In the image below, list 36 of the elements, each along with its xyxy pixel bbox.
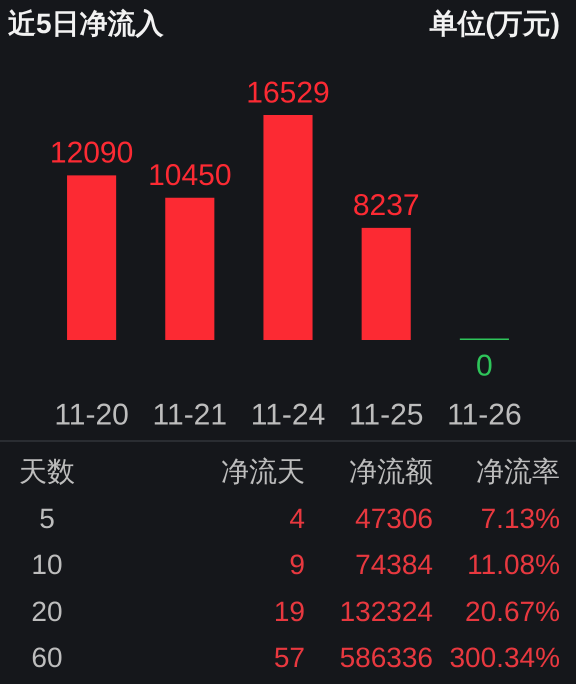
category-label: 天数 xyxy=(19,455,75,489)
x-tick-label: 11-20 xyxy=(54,398,129,432)
x-tick-label: 11-24 xyxy=(250,398,326,432)
text: 47306 xyxy=(355,502,433,536)
data-label: 12090 xyxy=(50,136,134,170)
text: 20 xyxy=(31,594,63,628)
text: 10 xyxy=(31,548,63,582)
bar xyxy=(67,175,116,340)
text: 5 xyxy=(39,502,55,536)
bar xyxy=(263,115,313,340)
bar xyxy=(362,228,411,340)
category-label: 净流率 xyxy=(476,455,560,489)
text: 20.67% xyxy=(465,594,560,628)
text: 7.13% xyxy=(480,502,560,536)
chart-title: 近5日净流入 xyxy=(8,7,164,41)
category-label: 净流额 xyxy=(349,455,433,489)
x-tick-label: 11-26 xyxy=(447,398,522,432)
text: 11.08% xyxy=(467,548,560,582)
category-label: 净流天 xyxy=(221,455,305,489)
bar xyxy=(165,198,214,340)
data-label: 16529 xyxy=(246,76,330,110)
y-axis-title: 单位(万元) xyxy=(429,7,560,41)
text: 19 xyxy=(274,594,305,628)
text: 586336 xyxy=(340,641,433,675)
text: 57 xyxy=(274,641,305,675)
text: 9 xyxy=(289,548,305,582)
data-label: 0 xyxy=(476,349,493,382)
text: 74384 xyxy=(355,548,433,582)
text: 132324 xyxy=(340,594,433,628)
text: 60 xyxy=(31,641,63,675)
text: 4 xyxy=(289,502,305,536)
data-label: 10450 xyxy=(148,159,232,192)
x-tick-label: 11-21 xyxy=(152,398,228,432)
text: 300.34% xyxy=(449,641,560,675)
x-tick-label: 11-25 xyxy=(348,398,424,432)
data-label: 8237 xyxy=(352,189,420,222)
